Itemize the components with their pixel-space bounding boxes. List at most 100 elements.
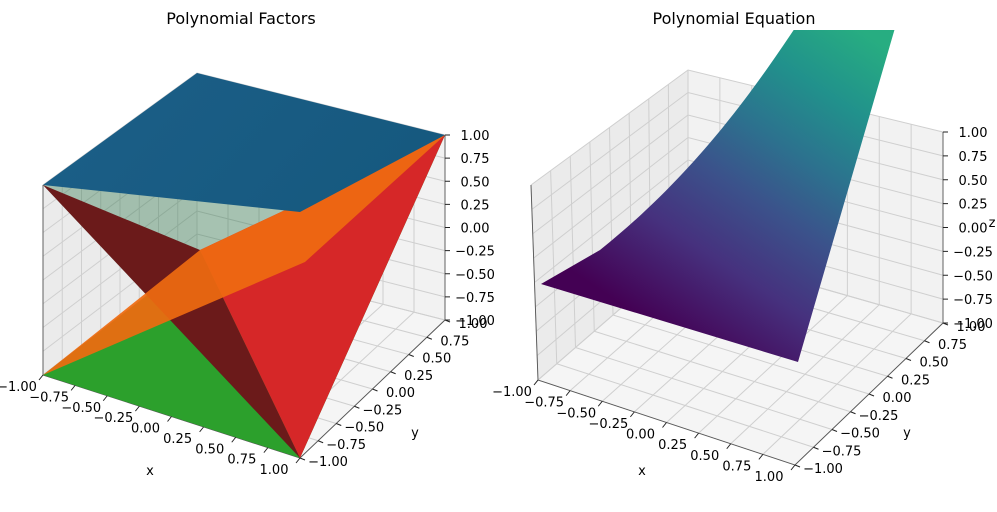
gridline-x xyxy=(730,304,880,445)
z-tick-label: −0.25 xyxy=(953,245,993,260)
y-tick-label: −0.75 xyxy=(822,444,862,459)
x-tick-mark xyxy=(694,432,700,439)
y-tick-label: 0.50 xyxy=(422,352,451,367)
y-tick-mark xyxy=(905,358,912,361)
y-tick-mark xyxy=(426,336,433,340)
x-tick-mark xyxy=(726,443,732,450)
gridline-x xyxy=(698,295,848,434)
y-tick-mark xyxy=(372,388,378,392)
surface-factor-2-dark xyxy=(43,185,300,458)
right-zlabel: z xyxy=(989,216,996,231)
x-tick-mark xyxy=(629,411,635,418)
x-tick-label: 0.00 xyxy=(626,428,655,443)
x-tick-mark xyxy=(199,426,205,433)
z-tick-label: −0.25 xyxy=(455,245,495,260)
x-tick-mark xyxy=(790,464,796,471)
y-tick-mark xyxy=(354,405,360,409)
y-tick-label: 0.75 xyxy=(440,334,469,349)
y-tick-label: 0.75 xyxy=(938,338,967,353)
y-tick-mark xyxy=(408,354,414,357)
y-tick-mark xyxy=(813,446,819,450)
gridline-y xyxy=(612,314,870,395)
right-xlabel: x xyxy=(638,464,646,479)
z-tick-label: 1.00 xyxy=(959,126,988,141)
y-tick-label: 0.25 xyxy=(404,369,433,384)
x-tick-mark xyxy=(565,390,571,396)
left-title: Polynomial Factors xyxy=(166,9,315,28)
x-tick-label: 0.75 xyxy=(722,459,751,474)
y-tick-label: −0.75 xyxy=(326,438,366,453)
z-tick-label: 0.25 xyxy=(959,198,988,213)
y-tick-label: 1.00 xyxy=(957,320,986,335)
x-tick-label: −0.75 xyxy=(524,396,564,411)
x-tick-mark xyxy=(662,422,667,428)
z-tick-label: 0.50 xyxy=(959,174,988,189)
y-tick-mark xyxy=(924,340,930,344)
z-tick-label: −1.00 xyxy=(953,317,993,332)
x-tick-mark xyxy=(70,385,76,391)
z-tick-label: 0.75 xyxy=(959,150,988,165)
z-tick-label: 0.25 xyxy=(461,198,490,213)
y-tick-label: 0.25 xyxy=(901,373,930,388)
z-tick-label: −0.50 xyxy=(953,269,993,284)
y-tick-label: 0.00 xyxy=(386,386,415,401)
y-tick-mark xyxy=(444,319,451,323)
x-tick-label: 0.25 xyxy=(163,432,192,447)
x-tick-label: −0.50 xyxy=(61,401,101,416)
y-tick-mark xyxy=(299,457,306,461)
x-tick-label: −0.25 xyxy=(93,411,133,426)
y-tick-label: 0.50 xyxy=(920,356,949,371)
z-tick-label: 1.00 xyxy=(461,129,490,144)
z-tick-label: 0.00 xyxy=(461,222,490,237)
surface-factor-4 xyxy=(43,73,445,212)
x-tick-mark xyxy=(102,395,108,402)
x-tick-mark xyxy=(231,436,237,443)
y-tick-label: 0.00 xyxy=(883,391,912,406)
right-axes: Polynomial Equation −1.00−1.00−1.00−0.75… xyxy=(492,9,996,485)
y-tick-mark xyxy=(887,375,893,379)
gridline-x xyxy=(762,313,912,455)
y-tick-label: −0.50 xyxy=(840,427,880,442)
x-tick-label: −1.00 xyxy=(492,385,532,400)
z-tick-label: 0.75 xyxy=(461,152,490,167)
right-title: Polynomial Equation xyxy=(653,9,816,28)
y-tick-label: −0.25 xyxy=(859,409,899,424)
surface-factor-2 xyxy=(200,135,445,458)
x-tick-label: 1.00 xyxy=(260,463,289,478)
z-tick-label: −0.50 xyxy=(455,268,495,283)
x-tick-mark xyxy=(533,379,539,386)
y-tick-mark xyxy=(317,440,324,444)
z-tick-label: −1.00 xyxy=(455,314,495,329)
z-tick-label: −0.75 xyxy=(953,293,993,308)
x-tick-mark xyxy=(38,374,44,381)
x-tick-label: −0.75 xyxy=(29,390,69,405)
left-axes: Polynomial Factors −1.00−1.00−1.00−0.75−… xyxy=(0,9,495,479)
x-tick-label: 0.00 xyxy=(131,422,160,437)
y-tick-mark xyxy=(794,464,801,468)
x-tick-label: 1.00 xyxy=(755,470,784,485)
y-tick-mark xyxy=(942,322,949,326)
x-tick-mark xyxy=(758,454,764,460)
y-tick-label: −0.25 xyxy=(362,403,402,418)
y-tick-mark xyxy=(850,411,856,415)
z-tick-label: 0.00 xyxy=(959,222,988,237)
y-tick-mark xyxy=(868,393,875,397)
x-tick-label: 0.75 xyxy=(227,453,256,468)
y-tick-mark xyxy=(336,423,342,426)
right-ylabel: y xyxy=(903,426,911,441)
surface-polynomial xyxy=(541,30,895,362)
y-tick-label: −0.50 xyxy=(344,421,384,436)
y-tick-mark xyxy=(390,371,396,375)
y-tick-label: −1.00 xyxy=(308,455,348,470)
x-tick-label: −0.25 xyxy=(588,417,628,432)
x-tick-mark xyxy=(134,405,140,412)
z-tick-label: 0.50 xyxy=(461,175,490,190)
x-tick-mark xyxy=(597,400,603,407)
x-tick-label: 0.50 xyxy=(690,449,719,464)
x-tick-mark xyxy=(295,457,301,464)
x-tick-mark xyxy=(263,447,269,453)
left-xlabel: x xyxy=(146,464,154,479)
z-tick-label: −0.75 xyxy=(455,291,495,306)
x-tick-label: 0.50 xyxy=(195,442,224,457)
